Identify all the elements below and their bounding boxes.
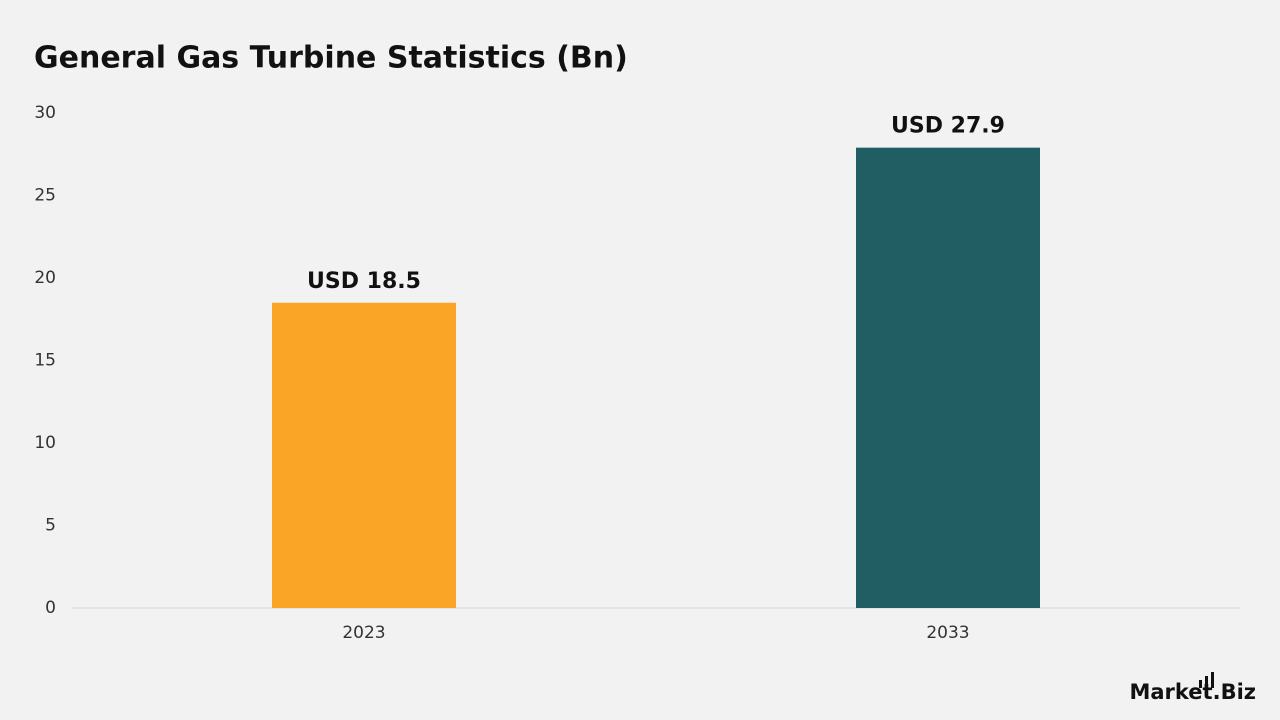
y-tick-label: 25 xyxy=(34,186,56,206)
y-tick-label: 10 xyxy=(34,433,56,453)
logo: Market.Biz xyxy=(1129,672,1256,704)
logo-bar xyxy=(1205,676,1208,688)
bar xyxy=(856,147,1040,608)
y-tick-label: 30 xyxy=(34,103,56,123)
logo-bar xyxy=(1211,672,1214,688)
value-label: USD 18.5 xyxy=(307,269,421,294)
y-tick-label: 20 xyxy=(34,268,56,288)
chart-title: General Gas Turbine Statistics (Bn) xyxy=(34,41,628,76)
logo-bar xyxy=(1199,680,1202,688)
x-tick-label: 2033 xyxy=(926,623,969,643)
logo-text: Market.Biz xyxy=(1129,680,1256,704)
x-tick-label: 2023 xyxy=(342,623,385,643)
value-label: USD 27.9 xyxy=(891,114,1005,139)
bar xyxy=(272,302,456,608)
y-tick-label: 0 xyxy=(45,598,56,618)
y-tick-label: 5 xyxy=(45,516,56,536)
y-tick-label: 15 xyxy=(34,351,56,371)
